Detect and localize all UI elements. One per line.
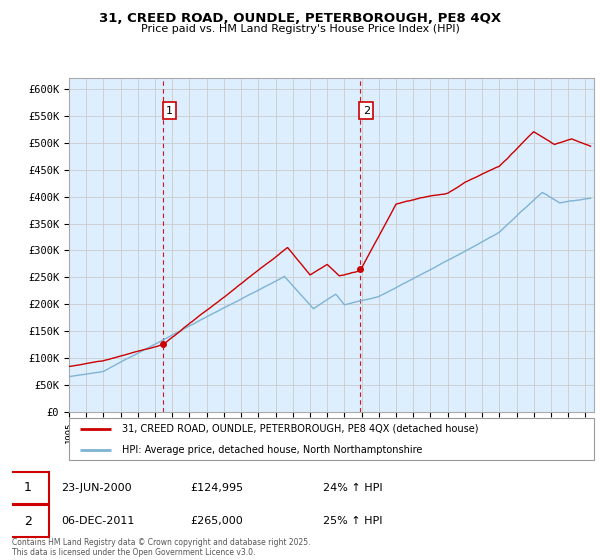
Text: 2: 2 xyxy=(363,106,370,116)
Text: 23-JUN-2000: 23-JUN-2000 xyxy=(61,483,131,493)
Text: 31, CREED ROAD, OUNDLE, PETERBOROUGH, PE8 4QX (detached house): 31, CREED ROAD, OUNDLE, PETERBOROUGH, PE… xyxy=(121,424,478,434)
FancyBboxPatch shape xyxy=(6,472,49,504)
Text: 2: 2 xyxy=(24,515,32,528)
FancyBboxPatch shape xyxy=(6,505,49,538)
Text: 25% ↑ HPI: 25% ↑ HPI xyxy=(323,516,383,526)
FancyBboxPatch shape xyxy=(69,418,594,460)
Text: HPI: Average price, detached house, North Northamptonshire: HPI: Average price, detached house, Nort… xyxy=(121,445,422,455)
Text: 1: 1 xyxy=(24,481,32,494)
Text: £265,000: £265,000 xyxy=(191,516,244,526)
Text: £124,995: £124,995 xyxy=(191,483,244,493)
Text: 24% ↑ HPI: 24% ↑ HPI xyxy=(323,483,383,493)
Text: 06-DEC-2011: 06-DEC-2011 xyxy=(61,516,134,526)
Text: 31, CREED ROAD, OUNDLE, PETERBOROUGH, PE8 4QX: 31, CREED ROAD, OUNDLE, PETERBOROUGH, PE… xyxy=(99,12,501,25)
Text: Contains HM Land Registry data © Crown copyright and database right 2025.
This d: Contains HM Land Registry data © Crown c… xyxy=(12,538,311,557)
Text: Price paid vs. HM Land Registry's House Price Index (HPI): Price paid vs. HM Land Registry's House … xyxy=(140,24,460,34)
Text: 1: 1 xyxy=(166,106,173,116)
